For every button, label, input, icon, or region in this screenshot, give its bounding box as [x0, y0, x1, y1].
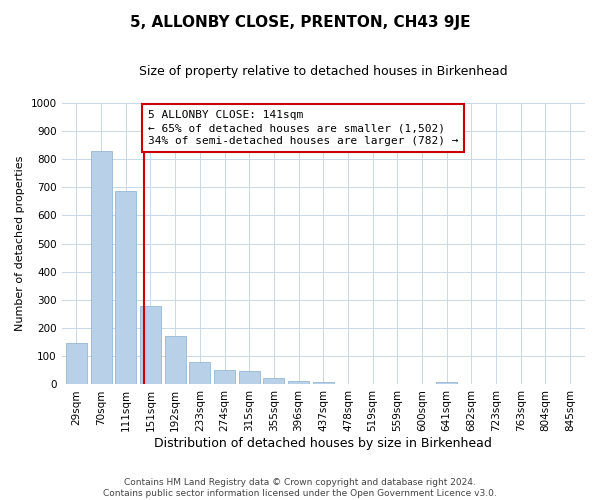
- Bar: [313, 382, 334, 384]
- Bar: [288, 381, 309, 384]
- Bar: [436, 382, 457, 384]
- Bar: [263, 378, 284, 384]
- Bar: [91, 151, 112, 384]
- Bar: [214, 370, 235, 384]
- Bar: [66, 343, 87, 384]
- Bar: [190, 362, 211, 384]
- X-axis label: Distribution of detached houses by size in Birkenhead: Distribution of detached houses by size …: [154, 437, 492, 450]
- Bar: [164, 336, 185, 384]
- Bar: [239, 371, 260, 384]
- Text: Contains HM Land Registry data © Crown copyright and database right 2024.
Contai: Contains HM Land Registry data © Crown c…: [103, 478, 497, 498]
- Bar: [140, 306, 161, 384]
- Text: 5 ALLONBY CLOSE: 141sqm
← 65% of detached houses are smaller (1,502)
34% of semi: 5 ALLONBY CLOSE: 141sqm ← 65% of detache…: [148, 110, 458, 146]
- Title: Size of property relative to detached houses in Birkenhead: Size of property relative to detached ho…: [139, 65, 508, 78]
- Bar: [115, 190, 136, 384]
- Y-axis label: Number of detached properties: Number of detached properties: [15, 156, 25, 332]
- Text: 5, ALLONBY CLOSE, PRENTON, CH43 9JE: 5, ALLONBY CLOSE, PRENTON, CH43 9JE: [130, 15, 470, 30]
